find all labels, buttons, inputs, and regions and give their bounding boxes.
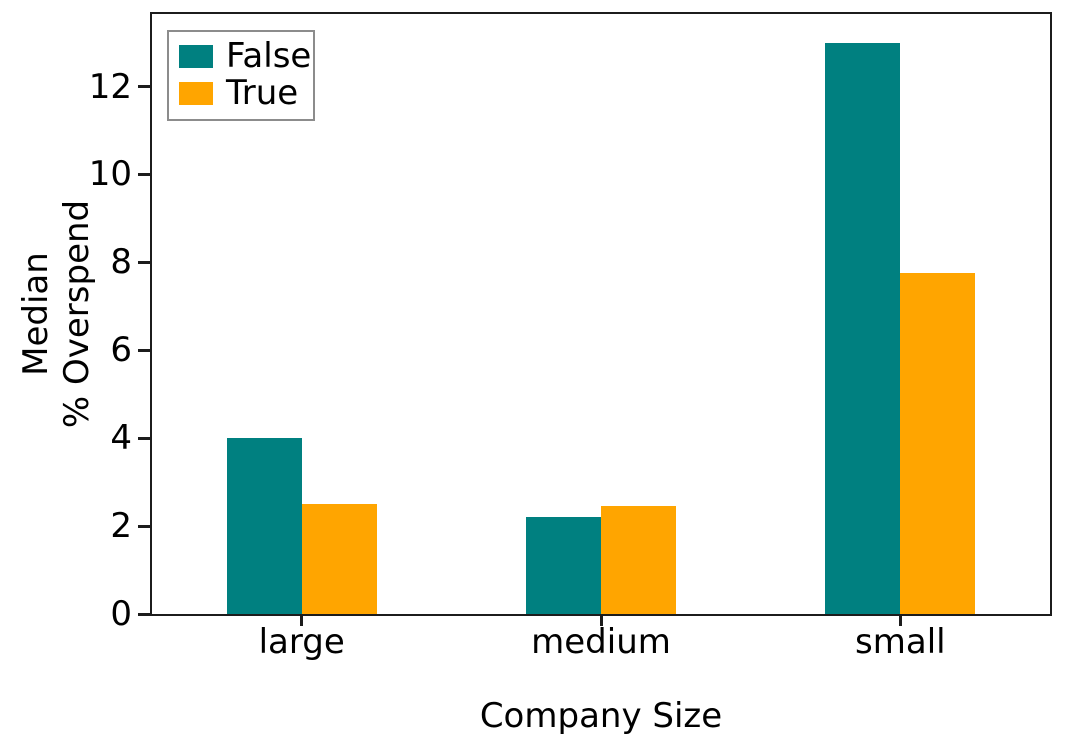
legend-label-true: True — [226, 73, 299, 113]
y-tick-label: 4 — [110, 418, 132, 459]
y-tick-mark — [138, 172, 150, 176]
y-tick-mark — [138, 612, 150, 616]
y-tick-label: 6 — [110, 330, 132, 371]
y-tick-mark — [138, 436, 150, 440]
legend-swatch-true-icon — [179, 81, 213, 105]
y-tick-label: 12 — [88, 66, 132, 107]
y-tick-mark — [138, 524, 150, 528]
x-tick-mark — [898, 614, 902, 626]
bar-false-medium — [526, 517, 601, 614]
plot-area: False True — [150, 12, 1052, 616]
legend-swatch-false-icon — [179, 44, 213, 68]
bar-false-large — [226, 438, 302, 614]
legend-item-false: False — [179, 39, 311, 73]
y-tick-label: 10 — [88, 154, 132, 195]
y-axis-label-line2: % Overspend — [57, 199, 97, 429]
x-tick-mark — [300, 614, 304, 626]
y-tick-mark — [138, 85, 150, 89]
x-tick-label-large: large — [258, 622, 345, 662]
x-tick-label-small: small — [855, 622, 946, 662]
bar-true-large — [301, 504, 377, 614]
legend-label-false: False — [226, 36, 312, 76]
y-tick-label: 2 — [110, 506, 132, 547]
y-tick-label: 8 — [110, 242, 132, 283]
y-tick-label: 0 — [110, 594, 132, 634]
legend: False True — [167, 30, 315, 121]
bar-false-small — [825, 42, 901, 614]
y-axis-label-line1: Median — [16, 252, 56, 376]
legend-item-true: True — [179, 76, 303, 110]
x-tick-label-medium: medium — [531, 622, 671, 662]
x-tick-mark — [599, 614, 603, 626]
x-axis-label: Company Size — [479, 696, 723, 736]
y-axis-label: Median % Overspend — [16, 200, 98, 428]
bar-true-small — [900, 273, 976, 614]
y-tick-mark — [138, 348, 150, 352]
bar-true-medium — [601, 506, 676, 614]
y-tick-mark — [138, 260, 150, 264]
